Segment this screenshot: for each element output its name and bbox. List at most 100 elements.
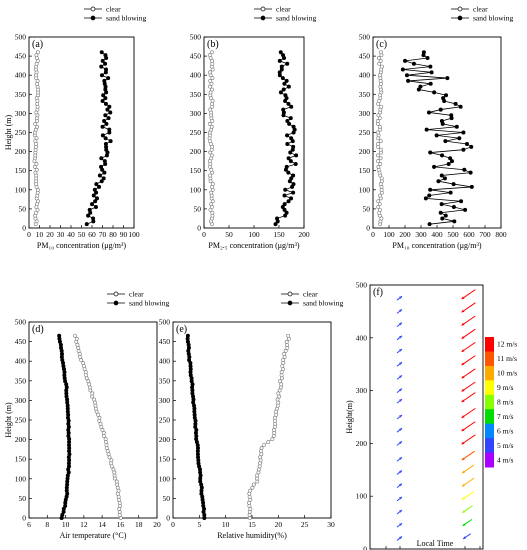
data-point [93, 199, 98, 204]
data-point [97, 184, 102, 189]
y-tick-label: 450 [159, 337, 171, 346]
x-tick-label: 20 [275, 520, 283, 529]
data-point [208, 173, 212, 178]
wind-vector-head [461, 296, 465, 300]
colorbar-segment [485, 423, 494, 439]
wind-vector-head [461, 428, 465, 432]
y-tick-label: 400 [356, 333, 368, 342]
data-point [79, 358, 84, 362]
data-point [261, 443, 266, 447]
data-point [90, 391, 95, 396]
data-point [283, 187, 288, 192]
data-point [439, 202, 444, 207]
data-point [247, 503, 252, 508]
data-point [255, 473, 259, 478]
data-point [248, 488, 253, 493]
data-point [279, 64, 284, 69]
legend-entry: clear [276, 5, 291, 14]
panel-label: (e) [176, 324, 187, 335]
data-point [88, 385, 92, 390]
x-tick-label: 10 [62, 520, 70, 529]
y-tick-label: 350 [359, 90, 371, 99]
data-point [376, 56, 381, 60]
data-point [428, 64, 433, 69]
data-point [273, 421, 278, 426]
data-point [108, 110, 113, 115]
wind-vector-head [461, 362, 465, 366]
data-point [210, 58, 214, 63]
data-point [112, 476, 117, 481]
data-point [421, 50, 426, 55]
wind-vector-head [462, 470, 465, 474]
data-point [90, 202, 95, 207]
y-tick-label: 250 [159, 416, 171, 425]
data-point [379, 216, 384, 221]
x-tick-label: 80 [109, 230, 117, 239]
data-point [106, 76, 111, 81]
data-point [285, 133, 290, 138]
wind-vector [461, 421, 476, 432]
legend-entry: sand blowing [303, 299, 343, 308]
data-point [94, 409, 99, 414]
colorbar-segment [485, 438, 494, 454]
data-point [286, 156, 291, 161]
y-tick-label: 0 [22, 224, 26, 233]
data-point [425, 56, 430, 61]
data-point [86, 213, 91, 218]
data-point [248, 497, 253, 502]
data-point [377, 116, 382, 121]
data-point [258, 449, 263, 454]
data-point [376, 199, 381, 204]
data-point [282, 207, 287, 212]
data-point [278, 379, 282, 384]
x-tick-label: 0 [371, 230, 375, 239]
wind-vector-head [399, 510, 402, 513]
data-point [109, 458, 114, 463]
data-point [463, 207, 468, 212]
x-tick-label: 20 [46, 230, 54, 239]
wind-vector [461, 355, 476, 366]
data-point [376, 142, 381, 146]
data-point [207, 130, 212, 135]
wind-vector-head [461, 457, 465, 461]
data-point [107, 127, 112, 132]
data-point [101, 434, 106, 438]
wind-vector-head [399, 296, 402, 299]
data-point [454, 124, 459, 129]
data-point [451, 204, 456, 209]
data-point [283, 93, 288, 98]
data-point [377, 61, 382, 66]
data-point [84, 376, 89, 381]
y-tick-label: 250 [15, 416, 27, 425]
data-point [428, 187, 433, 192]
y-tick-label: 50 [163, 494, 171, 503]
x-tick-label: 60 [88, 230, 96, 239]
data-point [103, 101, 108, 106]
data-point [275, 216, 280, 221]
data-point [115, 491, 120, 496]
data-point [432, 90, 437, 95]
x-tick-label: 16 [117, 520, 125, 529]
data-point [443, 213, 448, 218]
data-point [468, 170, 473, 175]
data-point [210, 99, 215, 103]
x-tick-label: 500 [447, 230, 459, 239]
plot-frame [28, 36, 135, 229]
data-point [286, 170, 291, 175]
y-tick-label: 300 [15, 396, 27, 405]
data-point [92, 397, 96, 402]
data-point [291, 173, 296, 178]
wind-vector-head [399, 415, 402, 418]
y-tick-label: 200 [359, 147, 371, 156]
wind-vector [461, 315, 476, 326]
wind-vector-head [461, 375, 465, 379]
data-point [247, 491, 252, 496]
legend-entry: clear [106, 5, 121, 14]
data-point [378, 193, 382, 198]
colorbar-segment [485, 380, 494, 396]
plot-frame [28, 321, 158, 519]
data-point [273, 222, 278, 227]
data-point [278, 90, 283, 95]
data-point [282, 355, 287, 359]
data-point [117, 506, 122, 511]
